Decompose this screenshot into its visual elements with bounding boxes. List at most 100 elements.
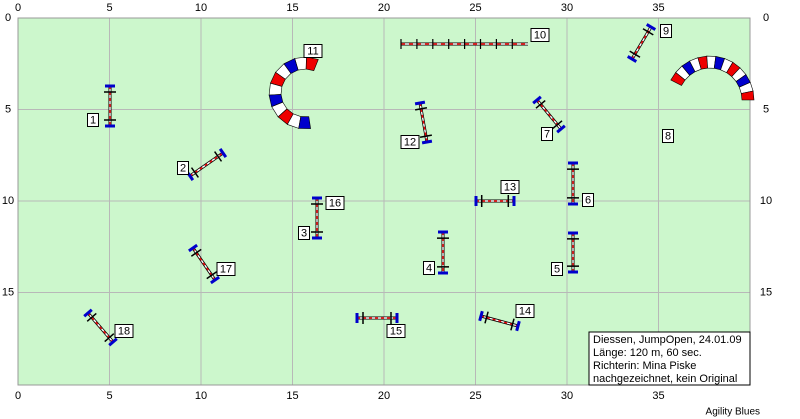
obstacle-label: 9 — [663, 25, 669, 37]
x-tick-label: 0 — [15, 390, 21, 402]
jump — [567, 231, 579, 274]
jump — [355, 312, 399, 324]
y-tick-label: 10 — [760, 195, 772, 207]
obstacle-label-box — [325, 196, 345, 210]
y-tick-label: 10 — [2, 195, 14, 207]
obstacle-label: 18 — [118, 325, 130, 337]
jump — [188, 243, 220, 285]
obstacle-label-box — [660, 24, 672, 38]
jump-wing — [645, 23, 657, 31]
jump-wing — [515, 320, 521, 332]
obstacle-label: 5 — [554, 263, 560, 275]
obstacle-label-box — [177, 161, 189, 175]
jump — [626, 23, 657, 63]
jump-post — [484, 311, 489, 324]
obstacle-label-box — [298, 226, 310, 240]
x-tick-label: 30 — [561, 390, 573, 402]
x-tick-label: 15 — [286, 390, 298, 402]
obstacle-label: 10 — [534, 29, 546, 41]
y-tick-label: 0 — [763, 12, 769, 24]
jump-wing — [83, 308, 93, 318]
info-line: nachgezeichnet, kein Original — [593, 373, 737, 385]
y-tick-label: 15 — [2, 286, 14, 298]
x-tick-label: 20 — [378, 390, 390, 402]
obstacle-label: 1 — [90, 114, 96, 126]
x-tick-label: 5 — [106, 390, 112, 402]
obstacle-label-box — [541, 127, 553, 141]
jump-post — [415, 107, 428, 111]
jump-wing — [210, 275, 220, 285]
x-tick-label: 25 — [469, 2, 481, 14]
jump-post — [206, 271, 218, 280]
obstacle-label: 13 — [504, 181, 516, 193]
jump-wing — [532, 95, 542, 105]
obstacle-label-box — [386, 324, 406, 338]
obstacle-label-box — [515, 304, 535, 318]
jump — [437, 230, 449, 275]
obstacle-label: 6 — [585, 194, 591, 206]
x-tick-label: 5 — [106, 2, 112, 14]
x-tick-label: 35 — [652, 2, 664, 14]
jump — [414, 100, 433, 145]
jump-post — [535, 99, 546, 109]
obstacle-label-box — [500, 180, 520, 194]
x-tick-label: 20 — [378, 2, 390, 14]
x-tick-label: 0 — [15, 2, 21, 14]
jump-post — [190, 167, 199, 178]
jump-post — [642, 28, 654, 36]
long-jump — [400, 39, 528, 49]
obstacle-label: 7 — [544, 128, 550, 140]
obstacle-label: 4 — [426, 262, 432, 274]
obstacle-label: 15 — [390, 325, 402, 337]
obstacle-label: 3 — [301, 227, 307, 239]
obstacle-label-box — [530, 28, 550, 42]
y-tick-label: 0 — [5, 12, 11, 24]
info-line: Richterin: Mina Piske — [593, 360, 696, 372]
y-tick-label: 5 — [763, 103, 769, 115]
obstacle-label-box — [216, 262, 236, 276]
jump-post — [552, 120, 563, 130]
jump-post — [419, 134, 432, 138]
obstacle-label-box — [582, 193, 594, 207]
tunnel-segment — [740, 90, 755, 101]
jump-post — [104, 333, 115, 343]
info-box — [588, 331, 751, 386]
x-tick-label: 15 — [286, 2, 298, 14]
y-tick-label: 5 — [5, 103, 11, 115]
obstacle-label-box — [423, 261, 435, 275]
jump — [532, 95, 566, 134]
x-tick-label: 30 — [561, 2, 573, 14]
jump-wing — [626, 55, 638, 63]
jump-wing — [218, 148, 228, 158]
jump-wing — [108, 337, 118, 347]
jump-post — [510, 318, 515, 331]
info-line: Diessen, JumpOpen, 24.01.09 — [593, 334, 742, 346]
obstacle-label: 11 — [307, 45, 318, 57]
obstacle-label-box — [87, 113, 99, 127]
jump-wing — [188, 243, 198, 253]
jump-post — [86, 312, 97, 322]
obstacle-label-box — [400, 135, 420, 149]
jump — [185, 148, 228, 181]
obstacle-label: 8 — [665, 130, 671, 142]
jump — [567, 161, 579, 206]
jump-wing — [421, 139, 433, 145]
jump-post — [629, 50, 641, 58]
obstacle-label: 12 — [404, 136, 416, 148]
field-border — [17, 17, 751, 386]
jump-wing — [478, 310, 484, 322]
jump-wing — [556, 124, 566, 134]
x-tick-label: 10 — [195, 390, 207, 402]
tunnel-segment — [298, 116, 311, 129]
x-tick-label: 10 — [195, 2, 207, 14]
jump — [83, 308, 118, 347]
jump — [474, 195, 516, 207]
tunnel — [670, 55, 755, 101]
obstacle-label-box — [662, 129, 674, 143]
x-tick-label: 25 — [469, 390, 481, 402]
x-tick-label: 35 — [652, 390, 664, 402]
footer: Agility Blues — [706, 407, 760, 418]
obstacle-label: 17 — [220, 263, 232, 275]
obstacle-label-box — [551, 262, 563, 276]
